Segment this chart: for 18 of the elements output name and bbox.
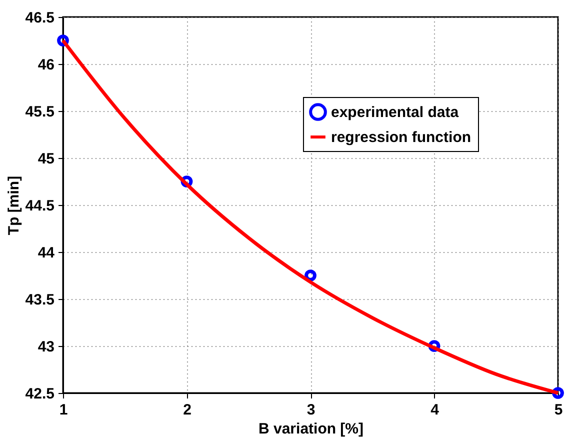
legend-label: regression function — [331, 129, 472, 146]
legend-label: experimental data — [331, 104, 460, 121]
y-tick-label: 44 — [38, 244, 56, 262]
y-tick-label: 46 — [38, 56, 54, 74]
x-tick-label: 4 — [430, 402, 440, 418]
y-tick-label: 43 — [38, 338, 54, 356]
y-tick-label: 45.5 — [25, 104, 54, 120]
y-tick-label: 42.5 — [25, 386, 54, 402]
y-axis-title: Tp [min] — [5, 176, 22, 236]
y-tick-label: 44.5 — [25, 198, 54, 214]
x-tick-label: 1 — [59, 402, 68, 418]
x-axis-title: B variation [%] — [258, 420, 364, 438]
x-tick-label: 2 — [183, 402, 192, 418]
y-tick-label: 45 — [38, 150, 54, 168]
x-tick-label: 3 — [306, 402, 316, 418]
y-tick-label: 46.5 — [25, 10, 54, 26]
y-tick-label: 43.5 — [25, 292, 54, 308]
x-tick-label: 5 — [554, 402, 563, 418]
